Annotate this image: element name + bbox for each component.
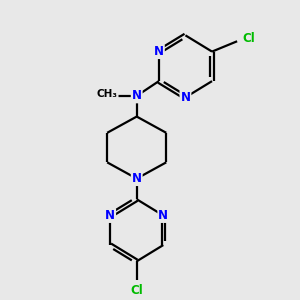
Text: N: N (180, 91, 190, 104)
Text: N: N (105, 209, 115, 222)
Text: CH₃: CH₃ (97, 89, 118, 99)
Text: N: N (158, 209, 168, 222)
Text: N: N (132, 172, 142, 185)
Text: N: N (132, 89, 142, 102)
Text: Cl: Cl (130, 284, 143, 297)
Text: Cl: Cl (243, 32, 255, 45)
Text: N: N (154, 45, 164, 58)
